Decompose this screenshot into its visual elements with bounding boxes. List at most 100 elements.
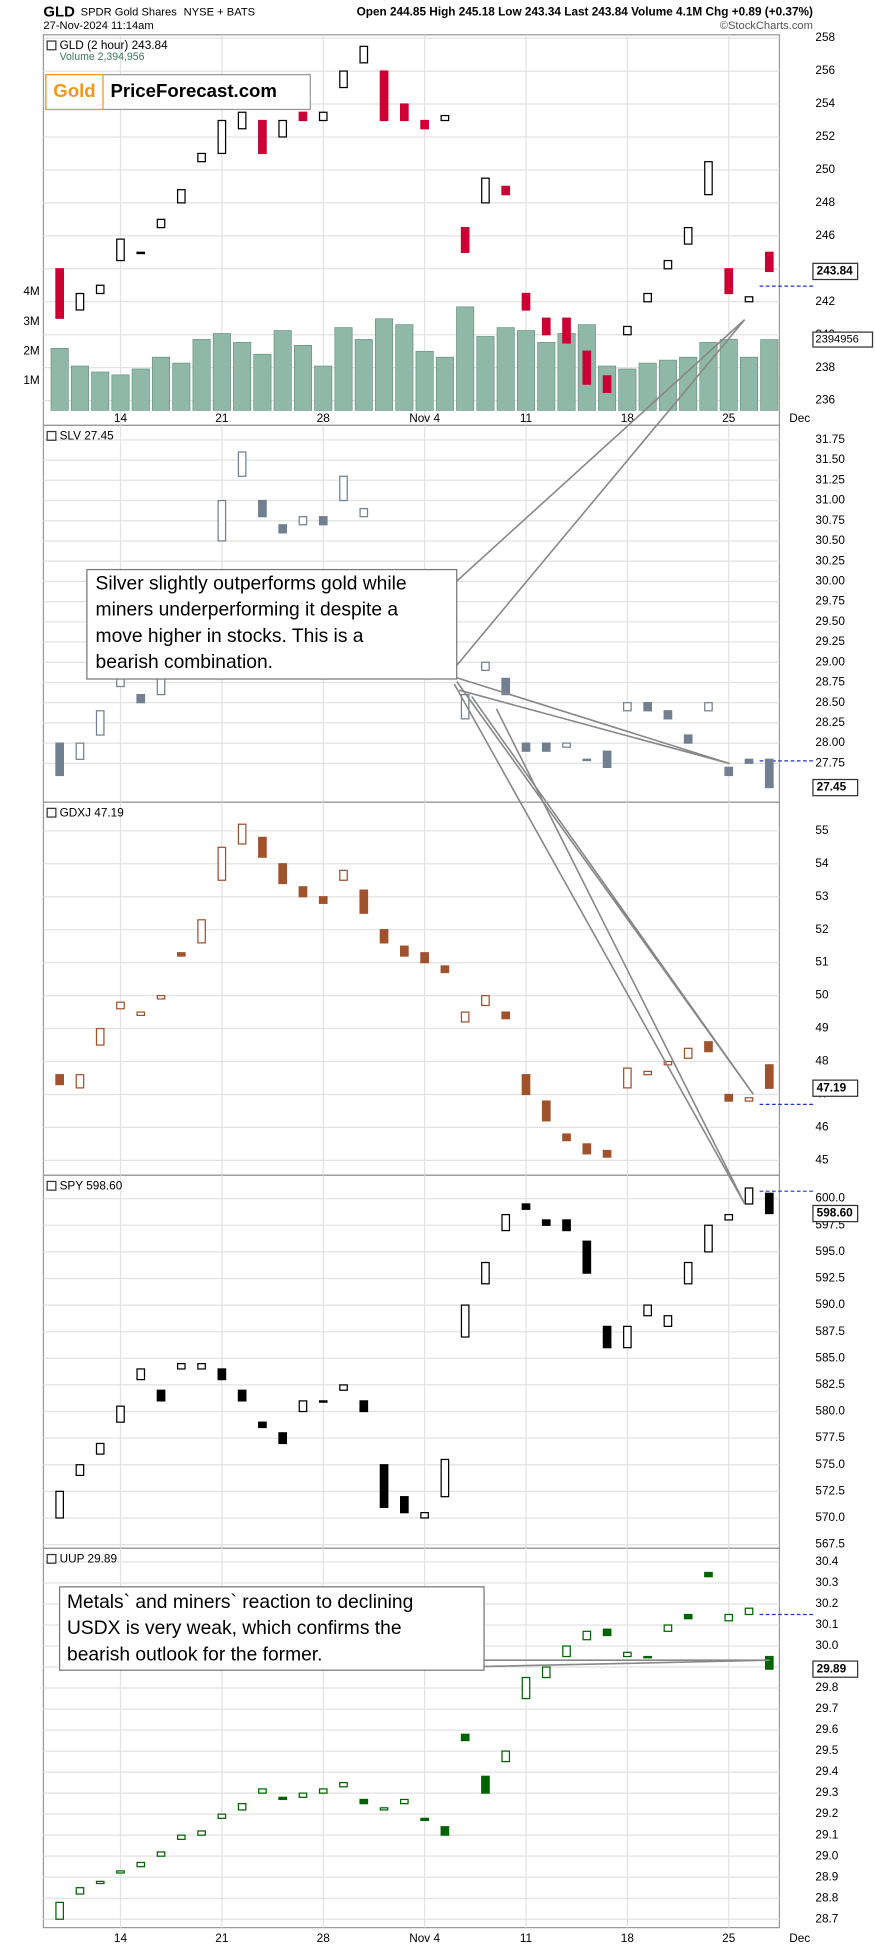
volume-bar	[760, 339, 779, 411]
candle	[379, 1807, 389, 1811]
candle	[582, 1143, 592, 1155]
candle	[562, 1219, 571, 1232]
y-tick-label: 575.0	[815, 1457, 845, 1471]
y-tick-label: 29.8	[815, 1680, 838, 1694]
candle	[176, 952, 186, 957]
candle	[339, 475, 348, 502]
y-tick-label: 242	[815, 294, 835, 308]
volume-tick-label: 2M	[23, 343, 39, 357]
candle	[683, 1261, 693, 1285]
x-tick-label: 18	[621, 411, 635, 425]
candle	[420, 119, 429, 130]
candle	[541, 1219, 551, 1226]
candle	[521, 292, 531, 311]
candle	[278, 863, 288, 885]
volume-bar	[537, 342, 556, 411]
y-tick-label: 248	[815, 195, 835, 209]
y-tick-label: 29.50	[815, 614, 845, 628]
callouts	[452, 319, 770, 1668]
candle	[136, 1861, 146, 1868]
candle	[258, 119, 267, 155]
candle	[237, 111, 247, 130]
candle	[95, 1027, 105, 1046]
y-tick-label: 258	[815, 30, 835, 44]
volume-bar	[375, 318, 394, 411]
candle	[663, 1624, 673, 1632]
y-tick-label: 30.0	[815, 1638, 838, 1652]
candle	[359, 889, 369, 914]
x-tick-label: 11	[520, 1931, 532, 1945]
candle	[217, 1368, 227, 1381]
candle	[744, 1097, 754, 1102]
candle	[176, 1363, 186, 1370]
candle	[602, 750, 612, 768]
timestamp: 27-Nov-2024 11:14am	[43, 20, 153, 32]
candle	[75, 1464, 85, 1477]
candle	[217, 846, 227, 881]
y-tick-label: 590.0	[815, 1297, 845, 1311]
candle	[623, 325, 632, 336]
candle	[95, 710, 105, 736]
candle	[339, 1781, 348, 1788]
volume-bar	[395, 324, 414, 411]
candle	[258, 1788, 267, 1794]
candle	[481, 177, 490, 204]
y-tick-label: 254	[815, 96, 835, 110]
callout-line	[456, 681, 755, 1095]
candle	[237, 1803, 247, 1811]
candle	[339, 1384, 348, 1391]
candle	[95, 1880, 105, 1885]
candle	[55, 1901, 65, 1920]
x-tick-label: Nov 4	[409, 411, 440, 425]
candle	[582, 350, 592, 385]
candle	[440, 965, 450, 974]
y-tick-label: 46	[815, 1120, 829, 1134]
candle	[643, 1070, 652, 1076]
candle	[541, 742, 551, 752]
candle	[359, 507, 369, 518]
logo-word-box	[45, 73, 104, 111]
volume-bar	[192, 339, 211, 411]
candle	[521, 742, 531, 752]
candle	[764, 251, 774, 273]
candle	[501, 1011, 511, 1020]
volume-tick-label: 4M	[23, 284, 39, 298]
volume-bar	[415, 350, 434, 411]
candle	[136, 1368, 146, 1381]
annotation-line: Silver slightly outperforms gold while	[96, 574, 407, 595]
candle	[562, 742, 571, 748]
x-tick-label: 28	[317, 411, 331, 425]
candle	[724, 1093, 734, 1102]
volume-bar	[435, 356, 454, 411]
candle	[116, 1405, 125, 1423]
x-tick-label: 21	[215, 411, 228, 425]
y-tick-label: 587.5	[815, 1324, 845, 1338]
candle	[420, 952, 429, 964]
volume-bar	[476, 336, 495, 411]
candle	[116, 1001, 125, 1010]
panel-icon	[46, 807, 57, 818]
candle	[481, 994, 490, 1007]
candle	[744, 758, 754, 764]
candle	[258, 1421, 267, 1429]
candle	[75, 1887, 85, 1895]
y-tick-label: 51	[815, 955, 828, 969]
panel-title: UUP 29.89	[60, 1552, 117, 1566]
y-tick-label: 28.50	[815, 695, 845, 709]
candle	[501, 1213, 511, 1232]
y-tick-label: 600.0	[815, 1191, 845, 1205]
volume-bar	[253, 353, 272, 411]
candle	[298, 886, 308, 898]
candle	[460, 226, 470, 253]
candle	[602, 1628, 612, 1637]
annotation: Metals` and miners` reaction to declinin…	[58, 1586, 485, 1671]
volume-bar	[212, 333, 231, 411]
candle	[55, 1074, 65, 1086]
callout-line	[452, 319, 746, 666]
candle	[217, 1813, 227, 1819]
y-tick-label: 31.50	[815, 452, 845, 466]
candle	[541, 317, 551, 336]
candle	[176, 1834, 186, 1840]
candle	[704, 161, 713, 196]
candle	[298, 111, 308, 122]
